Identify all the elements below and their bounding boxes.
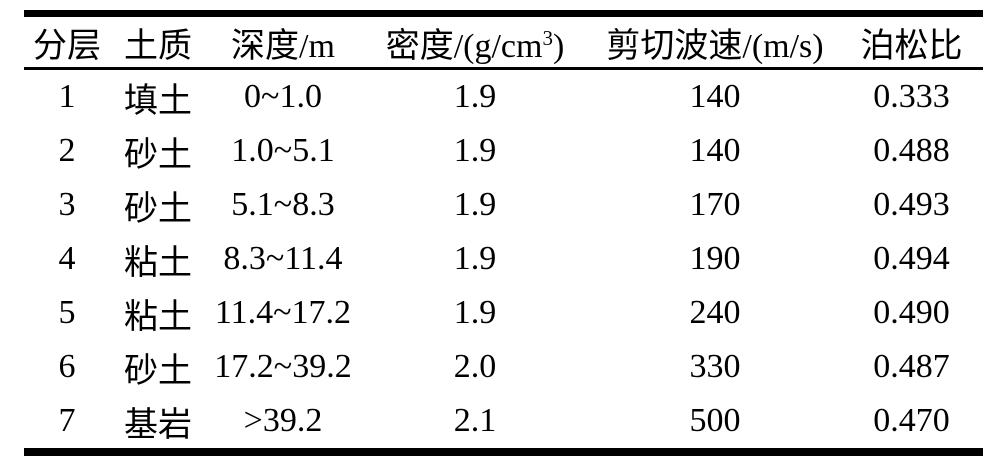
cell-shear-wave: 240 bbox=[689, 294, 741, 331]
cell-density: 1.9 bbox=[453, 132, 497, 169]
table-row: 5 粘土 11.4~17.2 1.9 240 0.490 bbox=[24, 286, 983, 340]
header-cell-depth: 深度/m bbox=[206, 13, 360, 70]
cell-soil: 基岩 bbox=[124, 406, 192, 444]
cell-depth: 17.2~39.2 bbox=[214, 348, 352, 385]
table-row: 1 填土 0~1.0 1.9 140 0.333 bbox=[24, 69, 983, 125]
cell-density: 2.0 bbox=[453, 348, 497, 385]
cell-depth: 0~1.0 bbox=[244, 78, 322, 115]
cell-soil: 填土 bbox=[124, 82, 192, 120]
cell-layer: 4 bbox=[58, 240, 76, 277]
table-header: 分层 土质 深度/m 密度/(g/cm3) 剪切波速/(m/s) 泊松比 bbox=[24, 13, 983, 70]
cell-density: 2.1 bbox=[453, 402, 497, 439]
cell-soil: 粘土 bbox=[124, 244, 192, 282]
cell-layer: 3 bbox=[58, 186, 76, 223]
table-row: 4 粘土 8.3~11.4 1.9 190 0.494 bbox=[24, 232, 983, 286]
cell-depth: 5.1~8.3 bbox=[231, 186, 335, 223]
density-label-prefix: 密度/(g/cm bbox=[385, 27, 543, 65]
density-superscript: 3 bbox=[542, 25, 553, 50]
table-body: 1 填土 0~1.0 1.9 140 0.333 2 砂土 1.0~5.1 1.… bbox=[24, 69, 983, 453]
cell-depth: 1.0~5.1 bbox=[231, 132, 335, 169]
cell-poisson: 0.470 bbox=[873, 402, 950, 439]
cell-layer: 1 bbox=[58, 78, 76, 115]
header-cell-soil: 土质 bbox=[110, 13, 206, 70]
header-cell-shear-wave: 剪切波速/(m/s) bbox=[590, 13, 840, 70]
cell-layer: 7 bbox=[58, 402, 76, 439]
cell-poisson: 0.494 bbox=[873, 240, 950, 277]
cell-soil: 砂土 bbox=[124, 136, 192, 174]
cell-poisson: 0.488 bbox=[873, 132, 950, 169]
cell-shear-wave: 330 bbox=[689, 348, 741, 385]
cell-shear-wave: 140 bbox=[689, 132, 741, 169]
table-row: 2 砂土 1.0~5.1 1.9 140 0.488 bbox=[24, 124, 983, 178]
cell-depth: >39.2 bbox=[243, 402, 323, 439]
cell-layer: 5 bbox=[58, 294, 76, 331]
cell-density: 1.9 bbox=[453, 294, 497, 331]
cell-soil: 粘土 bbox=[124, 298, 192, 336]
cell-layer: 2 bbox=[58, 132, 76, 169]
table-row: 3 砂土 5.1~8.3 1.9 170 0.493 bbox=[24, 178, 983, 232]
cell-soil: 砂土 bbox=[124, 352, 192, 390]
header-row: 分层 土质 深度/m 密度/(g/cm3) 剪切波速/(m/s) 泊松比 bbox=[24, 13, 983, 70]
density-label-suffix: ) bbox=[552, 27, 565, 65]
cell-poisson: 0.487 bbox=[873, 348, 950, 385]
header-cell-layer: 分层 bbox=[24, 13, 110, 70]
cell-depth: 11.4~17.2 bbox=[214, 294, 352, 331]
cell-shear-wave: 140 bbox=[689, 78, 741, 115]
cell-shear-wave: 500 bbox=[689, 402, 741, 439]
cell-shear-wave: 170 bbox=[689, 186, 741, 223]
cell-density: 1.9 bbox=[453, 186, 497, 223]
cell-shear-wave: 190 bbox=[689, 240, 741, 277]
cell-density: 1.9 bbox=[453, 78, 497, 115]
cell-density: 1.9 bbox=[453, 240, 497, 277]
cell-depth: 8.3~11.4 bbox=[223, 240, 343, 277]
table-row: 7 基岩 >39.2 2.1 500 0.470 bbox=[24, 394, 983, 452]
cell-poisson: 0.493 bbox=[873, 186, 950, 223]
soil-layers-table: 分层 土质 深度/m 密度/(g/cm3) 剪切波速/(m/s) 泊松比 1 填… bbox=[24, 10, 983, 456]
cell-soil: 砂土 bbox=[124, 190, 192, 228]
header-cell-density: 密度/(g/cm3) bbox=[360, 13, 590, 70]
header-cell-poisson: 泊松比 bbox=[840, 13, 983, 70]
cell-poisson: 0.333 bbox=[873, 78, 950, 115]
table-row: 6 砂土 17.2~39.2 2.0 330 0.487 bbox=[24, 340, 983, 394]
cell-poisson: 0.490 bbox=[873, 294, 950, 331]
cell-layer: 6 bbox=[58, 348, 76, 385]
